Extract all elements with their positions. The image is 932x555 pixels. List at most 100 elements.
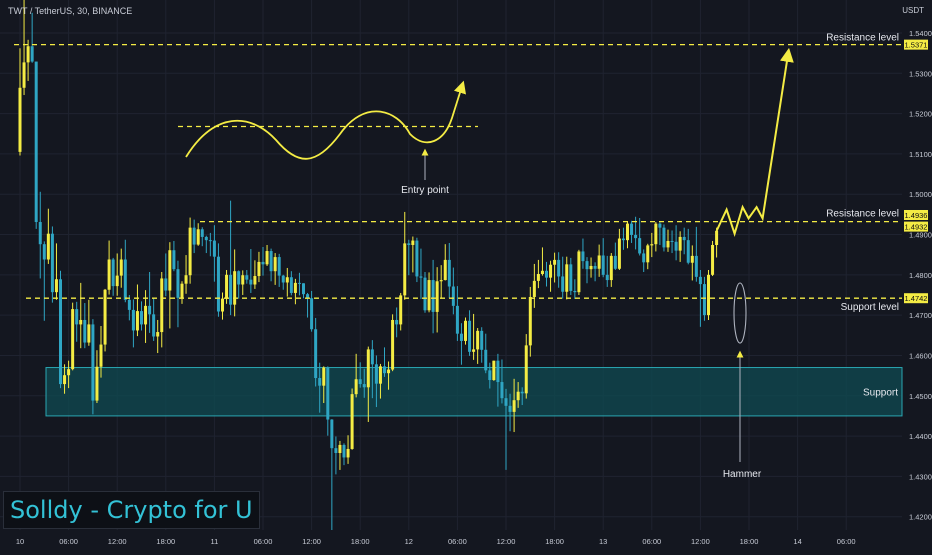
price-tag-label: 1.5371 <box>905 41 928 50</box>
candle-body <box>690 255 694 263</box>
candle-body <box>561 276 565 292</box>
price-tag-label: 1.4936 <box>905 211 928 220</box>
candle-body <box>601 255 605 275</box>
time-tick-label: 06:00 <box>642 537 661 546</box>
candle-body <box>387 369 391 374</box>
candle-body <box>75 309 79 325</box>
candle-body <box>698 276 702 285</box>
candle-body <box>103 289 107 345</box>
candle-body <box>496 360 500 383</box>
price-tick-label: 1.4700 <box>909 311 932 320</box>
candle-body <box>585 261 589 270</box>
price-tags: 1.5371 1.4936 1.4932 1.4742 <box>904 39 928 304</box>
candle-body <box>212 240 216 257</box>
candle-body <box>532 280 536 297</box>
price-axis: 1.4200 1.4300 1.4400 1.4500 1.4600 1.4700 1.48… <box>909 29 932 522</box>
candle-body <box>63 375 67 385</box>
price-tick-label: 1.5300 <box>909 69 932 78</box>
candle-body <box>617 238 621 269</box>
candle-body <box>674 241 678 251</box>
candle-body <box>293 282 297 293</box>
candle-body <box>229 274 233 305</box>
time-tick-label: 06:00 <box>254 537 273 546</box>
candle-body <box>216 256 220 312</box>
candle-body <box>395 319 399 325</box>
price-tag-box <box>904 39 928 50</box>
candle-body <box>407 243 411 245</box>
price-tick-label: 1.5400 <box>909 29 932 38</box>
price-tag-label: 1.4932 <box>905 223 928 232</box>
candle-body <box>59 279 62 385</box>
candle-body <box>38 222 42 245</box>
brand-watermark: Solldy - Crypto for U <box>3 491 260 529</box>
hammer-label: Hammer <box>723 469 762 480</box>
candle-body <box>318 378 322 386</box>
candle-body <box>95 366 99 401</box>
time-tick-label: 18:00 <box>740 537 759 546</box>
candle-body <box>557 259 561 277</box>
time-tick-label: 18:00 <box>545 537 564 546</box>
candle-body <box>702 284 706 316</box>
candle-body <box>488 370 492 381</box>
level-label: Resistance level <box>826 209 899 220</box>
price-tag-box <box>904 293 928 304</box>
candle-body <box>160 278 164 333</box>
candle-body <box>686 240 690 263</box>
candle-body <box>711 244 715 275</box>
candle-body <box>184 275 188 284</box>
candle-body <box>439 280 443 282</box>
candle-body <box>715 230 719 245</box>
candle-body <box>573 290 577 293</box>
candle-body <box>528 296 532 346</box>
candle-body <box>245 275 249 280</box>
time-tick-label: 10 <box>16 537 24 546</box>
candle-body <box>342 444 346 458</box>
candle-body <box>18 87 22 152</box>
level-lines: Resistance level Resistance level Support … <box>14 33 902 313</box>
candle-body <box>135 311 139 331</box>
time-tick-label: 18:00 <box>351 537 370 546</box>
candle-body <box>374 364 378 384</box>
candle-body <box>500 382 504 399</box>
level-label: Support level <box>841 302 899 313</box>
candle-body <box>642 253 646 263</box>
candle-body <box>257 261 261 277</box>
candle-body <box>334 448 338 454</box>
candle-body <box>42 244 46 260</box>
time-tick-label: 12:00 <box>302 537 321 546</box>
candle-body <box>435 281 439 312</box>
candle-body <box>423 277 427 311</box>
candle-body <box>221 298 224 312</box>
candle-body <box>168 250 172 291</box>
candle-body <box>484 349 488 371</box>
candle-body <box>666 240 670 248</box>
candle-body <box>225 274 229 299</box>
candles-group <box>18 0 719 530</box>
candle-body <box>338 444 342 454</box>
candle-body <box>261 261 265 265</box>
candle-body <box>54 279 58 293</box>
candle-body <box>30 46 34 62</box>
candle-body <box>504 398 508 406</box>
candle-body <box>188 227 192 276</box>
candle-body <box>626 223 629 241</box>
candle-body <box>358 379 362 385</box>
candle-body <box>164 278 168 291</box>
candle-body <box>176 269 180 298</box>
price-tick-label: 1.5000 <box>909 190 932 199</box>
time-tick-label: 18:00 <box>156 537 175 546</box>
candle-body <box>630 223 634 235</box>
price-tick-label: 1.4200 <box>909 513 932 522</box>
price-tag-label: 1.4742 <box>905 294 928 303</box>
projection-path <box>715 47 794 238</box>
candle-body <box>269 251 273 272</box>
entry-point-label: Entry point <box>401 185 449 196</box>
hammer-ellipse <box>733 282 747 344</box>
price-tick-label: 1.5200 <box>909 110 932 119</box>
candle-body <box>593 265 597 269</box>
candle-body <box>67 369 71 376</box>
candle-body <box>346 448 350 458</box>
candle-body <box>431 280 435 312</box>
